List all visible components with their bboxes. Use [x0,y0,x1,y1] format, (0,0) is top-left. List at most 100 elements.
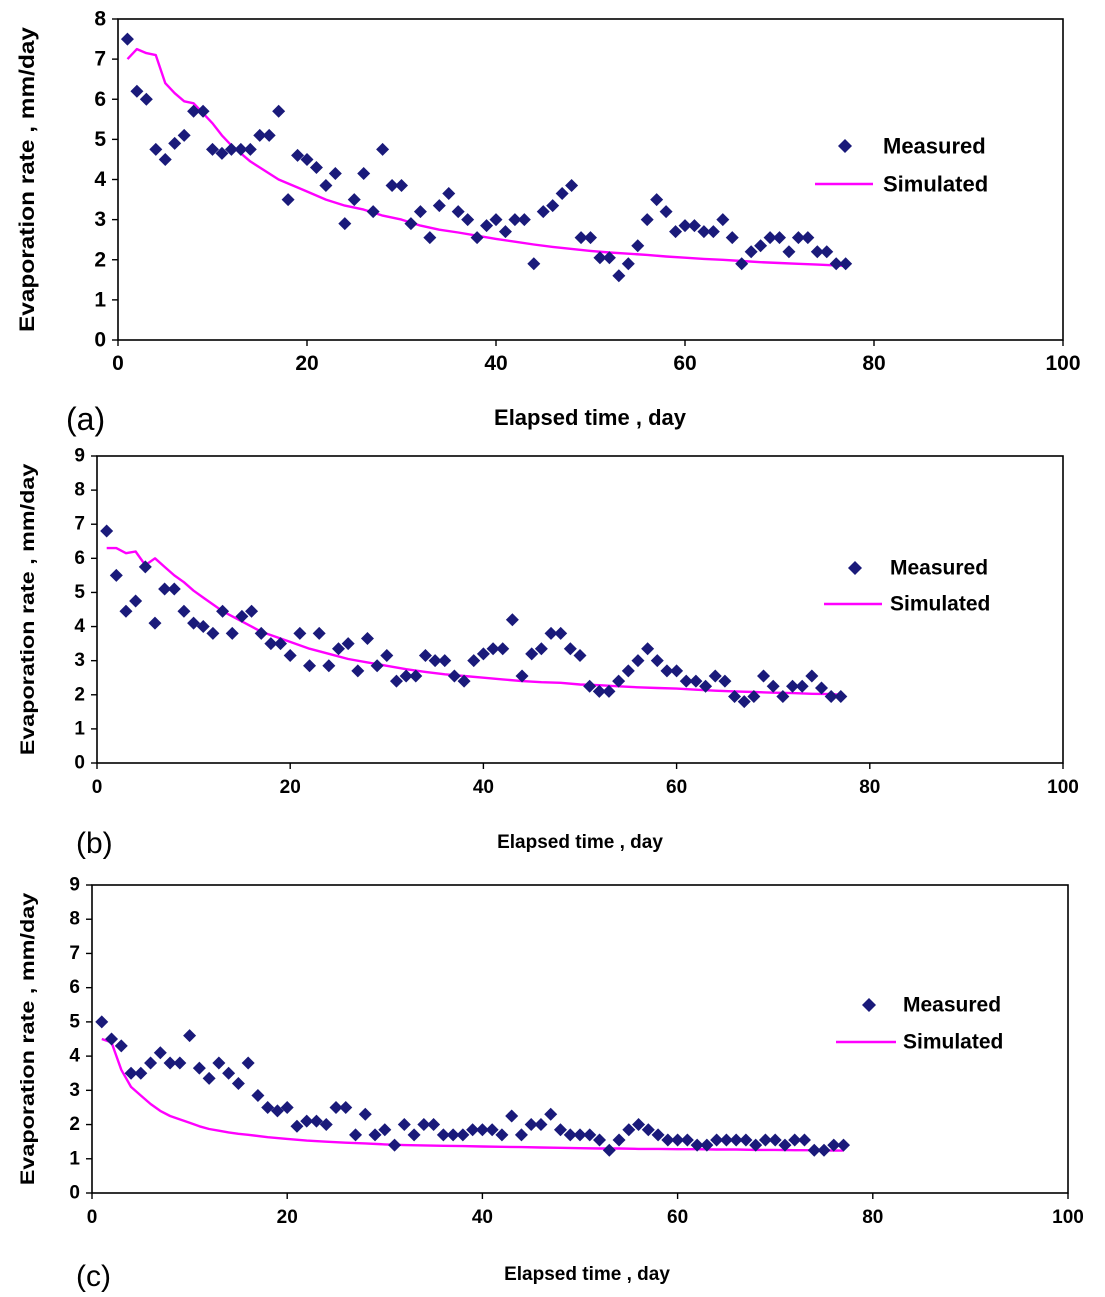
measured-point [496,642,510,656]
measured-point [153,1046,167,1060]
measured-point [158,152,172,166]
measured-point [602,1143,616,1157]
measured-point [651,1128,665,1142]
measured-point [241,1056,255,1070]
measured-point [544,1107,558,1121]
measured-point [167,582,181,596]
y-tick-label: 2 [69,1114,80,1135]
legend-measured-marker [838,139,852,153]
measured-point [303,659,317,673]
measured-point [650,193,664,207]
measured-point [563,642,577,656]
measured-point [729,1133,743,1147]
measured-point [329,1100,343,1114]
measured-point [451,205,465,219]
measured-point [554,626,568,640]
y-tick-label: 5 [94,128,106,151]
measured-point [215,146,229,160]
x-axis-title: Elapsed time , day [494,405,687,430]
measured-point [631,239,645,253]
measured-point [763,231,777,245]
measured-point [385,179,399,193]
measured-point [555,187,569,201]
measured-point [524,1118,538,1132]
measured-point [224,142,238,156]
measured-point [583,679,597,693]
measured-point [177,604,191,618]
measured-point [351,664,365,678]
measured-point [312,626,326,640]
legend-simulated-label: Simulated [903,1031,1003,1054]
measured-point [805,669,819,683]
measured-point [168,136,182,150]
measured-point [791,231,805,245]
measured-point [262,128,276,142]
measured-point [206,626,220,640]
measured-point [710,1133,724,1147]
measured-point [837,1138,851,1152]
measured-point [428,654,442,668]
measured-point [235,609,249,623]
measured-point [708,669,722,683]
measured-point [621,664,635,678]
measured-point [508,213,522,227]
measured-point [788,1133,802,1147]
measured-point [222,1066,236,1080]
y-axis-title: Evaporation rate , mm/day [18,463,39,755]
measured-point [689,674,703,688]
measured-point [376,142,390,156]
measured-point [678,219,692,233]
measured-point [347,193,361,207]
measured-point [725,231,739,245]
measured-point [251,1088,265,1102]
x-tick-label: 100 [1052,1207,1084,1228]
x-tick-label: 100 [1047,777,1079,798]
measured-point [319,1118,333,1132]
measured-point [612,269,626,283]
measured-point [829,257,843,271]
x-tick-label: 40 [472,1207,493,1228]
measured-point [612,674,626,688]
measured-point [687,219,701,233]
measured-point [778,1138,792,1152]
y-tick-label: 0 [69,1183,80,1204]
y-axis-title: Evaporation rate , mm/day [18,892,39,1185]
measured-point [680,1133,694,1147]
measured-point [697,225,711,239]
y-tick-label: 7 [69,943,80,964]
measured-point [413,205,427,219]
legend-measured-label: Measured [883,134,986,159]
measured-point [505,613,519,627]
measured-point [573,649,587,663]
panel-label: (b) [76,827,113,860]
measured-point [485,1123,499,1137]
measured-point [341,637,355,651]
measured-point [602,684,616,698]
measured-point [514,1128,528,1142]
y-tick-label: 6 [94,88,106,111]
measured-point [272,104,286,118]
legend-measured-label: Measured [890,557,988,580]
measured-point [95,1015,109,1029]
measured-point [728,689,742,703]
y-tick-label: 4 [74,616,85,637]
y-tick-label: 9 [69,875,80,896]
y-tick-label: 7 [74,514,85,535]
measured-point [536,205,550,219]
measured-point [583,1128,597,1142]
measured-point [801,231,815,245]
measured-point [670,664,684,678]
measured-point [739,1133,753,1147]
measured-point [706,225,720,239]
measured-point [716,213,730,227]
measured-point [754,239,768,253]
measured-point [261,1100,275,1114]
measured-point [807,1143,821,1157]
measured-point [621,257,635,271]
y-tick-label: 4 [69,1046,80,1067]
measured-point [447,669,461,683]
measured-point [114,1039,128,1053]
measured-point [407,1128,421,1142]
y-tick-label: 5 [74,582,85,603]
